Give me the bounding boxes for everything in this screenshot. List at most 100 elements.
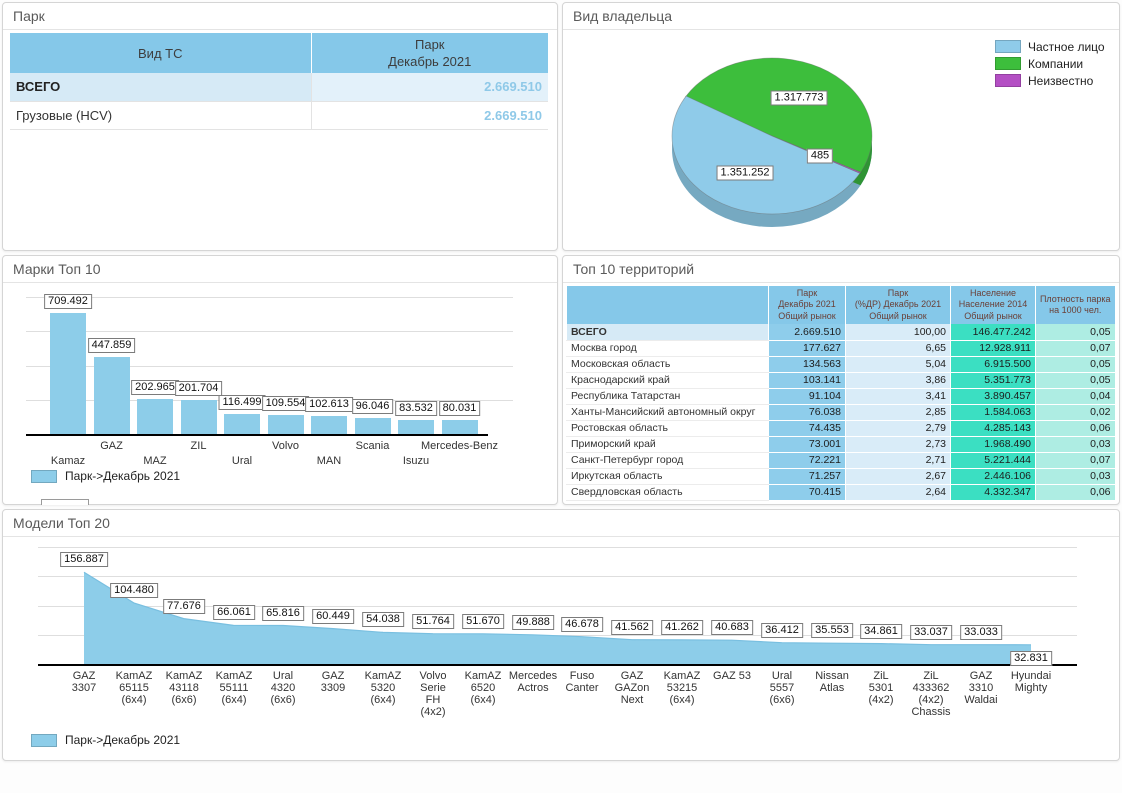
bar-GAZ[interactable] (93, 357, 130, 434)
x-axis-label-line: (6x4) (370, 694, 396, 706)
metric-value-cell: 12.928.911 (950, 340, 1036, 357)
value-label: 709.492 (44, 293, 92, 309)
panel-brands-top10: Марки Топ 10 709.492 Kamaz 447.859 GAZ 202.9… (2, 255, 558, 505)
panel-territories-top10: Топ 10 территорий Парк Декабрь 2021 Общи… (562, 255, 1120, 505)
metric-value-cell: 0,06 (1035, 484, 1115, 501)
legend-item[interactable]: Компании (995, 57, 1105, 71)
x-axis-label-line: ZiL (923, 670, 939, 682)
x-axis-label-line: (6x6) (270, 694, 296, 706)
x-axis-label-line: (4x2) (420, 706, 446, 718)
x-axis-label-line: (6x4) (470, 694, 496, 706)
pie-slice-1[interactable] (684, 57, 873, 173)
metric-value-cell: 72.221 (768, 452, 846, 469)
metric-value-cell: 0,06 (1035, 420, 1115, 437)
panel-title: Парк (13, 8, 45, 24)
territory-name-cell[interactable]: Санкт-Петербург город (566, 452, 769, 469)
panel-territories-header[interactable]: Топ 10 территорий (563, 256, 1119, 283)
x-axis-label-line: Nissan (815, 670, 849, 682)
x-axis-label: KamAZ 43118 (6x6) (152, 670, 216, 706)
territory-name-cell[interactable]: Свердловская область (566, 484, 769, 501)
column-header[interactable]: Население Население 2014 Общий рынок (950, 286, 1036, 324)
series-legend[interactable]: Парк->Декабрь 2021 (31, 469, 180, 483)
models-area-chart: 156.887 GAZ 3307 104.480 KamAZ 65115 (6x4) 77.6… (3, 537, 1119, 761)
bar-Mercedes-Benz[interactable] (441, 420, 478, 434)
metric-value-cell: 2,85 (845, 404, 951, 421)
metric-value-cell: 0,02 (1035, 404, 1115, 421)
pie-legend: Частное лицо Компании Неизвестно (995, 40, 1105, 88)
pie-slice-0[interactable] (671, 95, 861, 215)
table-row: Московская область 134.563 5,04 6.915.500 0,… (566, 356, 1115, 373)
legend-item[interactable]: Частное лицо (995, 40, 1105, 54)
panel-brands-header[interactable]: Марки Топ 10 (3, 256, 557, 283)
vehicle-type-cell[interactable]: ВСЕГО (10, 73, 311, 102)
bar-Volvo[interactable] (267, 415, 304, 434)
metric-value-cell: 4.285.143 (950, 420, 1036, 437)
metric-value-cell: 3,86 (845, 372, 951, 389)
territory-name-cell[interactable]: Республика Татарстан (566, 388, 769, 405)
territory-name-cell[interactable]: Ханты-Мансийский автономный округ (566, 404, 769, 421)
x-axis-label: KamAZ 5320 (6x4) (351, 670, 415, 706)
metric-value-cell: 73.001 (768, 436, 846, 453)
x-axis-label: Kamaz (50, 455, 86, 467)
table-row: Иркутская область 71.257 2,67 2.446.106 0,03 (566, 468, 1115, 485)
x-axis-label-line: Waldai (964, 694, 998, 706)
territory-name-cell[interactable]: Московская область (566, 356, 769, 373)
table-row: ВСЕГО 2.669.510 100,00 146.477.242 0,05 (566, 324, 1115, 341)
territory-name-cell[interactable]: Москва город (566, 340, 769, 357)
panel-models-header[interactable]: Модели Топ 20 (3, 510, 1119, 537)
x-axis-label-line: 5301 (868, 682, 894, 694)
x-axis-label-line: (6x4) (669, 694, 695, 706)
bar-Ural[interactable] (224, 414, 260, 434)
territory-name-cell[interactable]: Приморский край (566, 436, 769, 453)
value-label: 36.412 (761, 622, 803, 638)
territory-name-cell[interactable]: Иркутская область (566, 468, 769, 485)
panel-models-top20: Модели Топ 20 156.887 GAZ 3307 104.480 KamAZ… (2, 509, 1120, 761)
area-series[interactable] (84, 572, 1031, 664)
column-header[interactable]: Вид ТС (10, 33, 311, 73)
x-axis-label: Volvo Serie FH (4x2) (401, 670, 465, 718)
panel-title: Марки Топ 10 (13, 261, 101, 277)
panel-park: Парк Вид ТС Парк Декабрь 2021 ВСЕГО 2.669.5… (2, 2, 558, 251)
column-header[interactable]: Парк Декабрь 2021 Общий рынок (768, 286, 846, 324)
x-axis-label: Mercedes Actros (501, 670, 565, 694)
bar-MAZ[interactable] (137, 399, 173, 434)
vehicle-type-cell[interactable]: Грузовые (HCV) (10, 101, 311, 130)
x-axis-label-line: Atlas (819, 682, 845, 694)
metric-value-cell: 71.257 (768, 468, 846, 485)
legend-swatch (995, 40, 1021, 53)
metric-value-cell: 3.890.457 (950, 388, 1036, 405)
bar-MAN[interactable] (311, 416, 347, 434)
value-label: 65.816 (262, 605, 304, 621)
bar-Kamaz[interactable] (50, 312, 86, 434)
column-header[interactable]: Парк Декабрь 2021 (310, 33, 548, 73)
x-axis-label: KamAZ 65115 (6x4) (102, 670, 166, 706)
bar-Scania[interactable] (354, 417, 391, 434)
panel-park-header[interactable]: Парк (3, 3, 557, 30)
panel-owner-header[interactable]: Вид владельца (563, 3, 1119, 30)
column-header[interactable] (566, 286, 769, 324)
column-header[interactable]: Плотность парка на 1000 чел. (1035, 286, 1115, 324)
value-label: 80.031 (438, 401, 481, 417)
legend-item[interactable]: Неизвестно (995, 74, 1105, 88)
x-axis-label-line: (6x4) (221, 694, 247, 706)
series-legend[interactable]: Парк->Декабрь 2021 (31, 733, 180, 747)
territory-name-cell[interactable]: ВСЕГО (566, 324, 769, 341)
column-header[interactable]: Парк (%ДР) Декабрь 2021 Общий рынок (845, 286, 951, 324)
x-axis-label: GAZ (100, 440, 123, 452)
park-table: Вид ТС Парк Декабрь 2021 ВСЕГО 2.669.510 Гру… (10, 33, 548, 130)
bar-ZIL[interactable] (180, 399, 217, 434)
x-axis-label-line: Mighty (1014, 682, 1048, 694)
x-axis-label: MAZ (143, 455, 167, 467)
metric-value-cell: 76.038 (768, 404, 846, 421)
metric-value-cell: 177.627 (768, 340, 846, 357)
x-axis-label: Ural (231, 455, 253, 467)
x-axis-label-line: 65115 (119, 682, 149, 694)
metric-value-cell: 6,65 (845, 340, 951, 357)
metric-value-cell: 0,07 (1035, 452, 1115, 469)
metric-value-cell: 2,67 (845, 468, 951, 485)
value-label: 46.678 (561, 616, 603, 632)
territory-name-cell[interactable]: Краснодарский край (566, 372, 769, 389)
legend-swatch (995, 57, 1021, 70)
territory-name-cell[interactable]: Ростовская область (566, 420, 769, 437)
bar-Isuzu[interactable] (398, 419, 434, 434)
